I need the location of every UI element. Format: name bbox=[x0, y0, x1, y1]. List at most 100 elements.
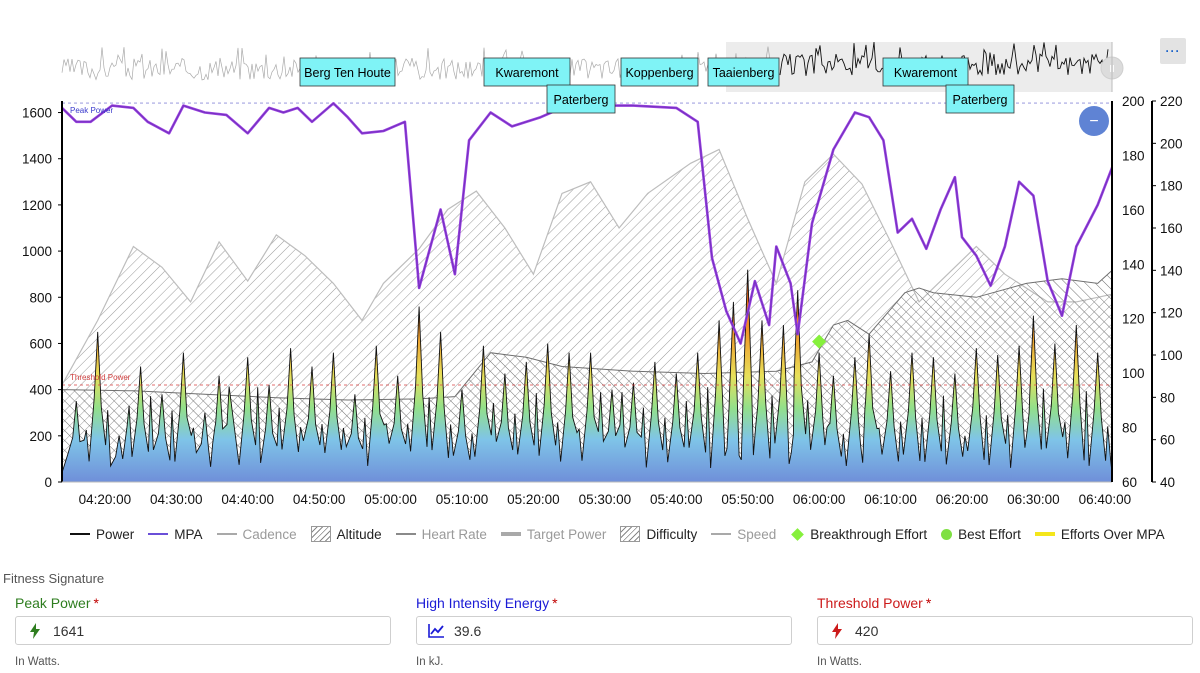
segment-label-2[interactable]: Kwaremont bbox=[483, 57, 571, 87]
legend-item-speed[interactable]: Speed bbox=[711, 527, 776, 542]
legend-line-swatch bbox=[148, 533, 169, 535]
breakthrough-effort-diamond[interactable] bbox=[812, 334, 827, 349]
power-line bbox=[62, 269, 1112, 473]
legend-bar-swatch bbox=[1034, 532, 1055, 536]
segment-label-text: Kwaremont bbox=[495, 66, 559, 80]
legend-item-breakthrough-effort[interactable]: Breakthrough Effort bbox=[790, 527, 927, 542]
high-intensity-energy-input[interactable]: 39.6 bbox=[416, 616, 792, 645]
dot-icon bbox=[941, 528, 953, 540]
peak-power-label: Peak Power * bbox=[15, 595, 391, 612]
segment-label-5[interactable]: Taaienberg bbox=[707, 57, 780, 87]
legend-label: Speed bbox=[737, 526, 777, 542]
legend-label: Target Power bbox=[526, 526, 607, 542]
high-intensity-energy-label: High Intensity Energy * bbox=[416, 595, 792, 612]
segment-label-4[interactable]: Koppenberg bbox=[620, 57, 699, 87]
bolt-icon bbox=[828, 622, 846, 640]
right-2-tick-label: 140 bbox=[1160, 263, 1183, 278]
x-tick-label: 06:30:00 bbox=[1007, 492, 1060, 507]
required-mark: * bbox=[552, 595, 558, 611]
left-tick-label: 1400 bbox=[22, 152, 52, 167]
x-tick-label: 06:10:00 bbox=[864, 492, 917, 507]
breakthrough-effort-marker[interactable] bbox=[812, 334, 827, 349]
right-axis-2-ticks: 40 60 80 100 120 140 160 180 200 220 bbox=[1152, 94, 1183, 490]
threshold-power-field: Threshold Power * 420 In Watts. bbox=[817, 595, 1193, 668]
required-mark: * bbox=[925, 595, 932, 611]
legend-item-power[interactable]: Power bbox=[70, 527, 134, 542]
legend-item-cadence[interactable]: Cadence bbox=[216, 526, 297, 542]
legend-label: Power bbox=[96, 526, 135, 542]
x-tick-label: 05:10:00 bbox=[436, 492, 489, 507]
legend-item-target-power[interactable]: Target Power bbox=[500, 526, 607, 542]
segment-label-text: Paterberg bbox=[953, 93, 1008, 107]
x-tick-label: 05:50:00 bbox=[721, 492, 774, 507]
segment-box bbox=[707, 57, 780, 87]
segment-box bbox=[546, 84, 616, 114]
segment-label-text: Koppenberg bbox=[625, 66, 693, 80]
x-axis-ticks: 04:20:00 04:30:00 04:40:00 04:50:00 05:00:00… bbox=[79, 492, 1132, 507]
left-axis-ticks: 0 200 400 600 800 1000 1200 1400 1600 bbox=[22, 106, 62, 490]
x-tick-label: 04:50:00 bbox=[293, 492, 346, 507]
peak-power-help: In Watts. bbox=[15, 656, 60, 668]
legend-line-swatch bbox=[70, 533, 90, 535]
fitness-signature-title: Fitness Signature bbox=[3, 571, 105, 586]
right-axis-1-ticks: 60 80 100 120 140 160 180 200 bbox=[1122, 94, 1145, 490]
legend-item-mpa[interactable]: MPA bbox=[148, 527, 203, 542]
segment-label-text: Kwaremont bbox=[894, 66, 958, 80]
peak-power-input[interactable]: 1641 bbox=[15, 616, 391, 645]
right-1-tick-label: 160 bbox=[1122, 203, 1145, 218]
power-area bbox=[62, 269, 1112, 482]
legend-label: Altitude bbox=[336, 526, 382, 542]
segment-label-6[interactable]: Kwaremont bbox=[882, 57, 969, 87]
high-intensity-energy-field: High Intensity Energy * 39.6 In kJ. bbox=[416, 595, 792, 668]
legend-hatch-swatch bbox=[310, 526, 331, 542]
legend-label: Breakthrough Effort bbox=[810, 526, 928, 542]
legend-label: Best Effort bbox=[958, 526, 1021, 542]
segment-label-7[interactable]: Paterberg bbox=[945, 84, 1015, 114]
more-options-button[interactable]: ··· bbox=[1160, 38, 1186, 64]
left-tick-label: 600 bbox=[29, 336, 52, 351]
threshold-power-label: Threshold Power * bbox=[817, 595, 1193, 612]
peak-power-field: Peak Power * 1641 In Watts. bbox=[15, 595, 391, 668]
power-chart[interactable]: II Peak Power Threshold Power 0200400600… bbox=[0, 0, 1200, 520]
legend-item-best-effort[interactable]: Best Effort bbox=[941, 527, 1021, 542]
right-1-tick-label: 80 bbox=[1122, 421, 1137, 436]
high-intensity-energy-value[interactable]: 39.6 bbox=[454, 622, 482, 639]
x-tick-label: 05:20:00 bbox=[507, 492, 560, 507]
legend-item-efforts-over-mpa[interactable]: Efforts Over MPA bbox=[1034, 526, 1165, 542]
right-1-tick-label: 180 bbox=[1122, 148, 1145, 163]
mpa-line-shadow bbox=[62, 102, 1112, 344]
segment-labels: Berg Ten Houte Kwaremont Paterberg Koppenbe… bbox=[299, 57, 1015, 114]
legend-label: Heart Rate bbox=[421, 526, 487, 542]
right-1-tick-label: 200 bbox=[1122, 94, 1145, 109]
legend-item-altitude[interactable]: Altitude bbox=[310, 526, 382, 542]
segment-box bbox=[620, 57, 699, 87]
peak-power-value[interactable]: 1641 bbox=[53, 622, 85, 639]
legend-label: Cadence bbox=[242, 526, 297, 542]
left-tick-label: 0 bbox=[44, 475, 52, 490]
threshold-power-input[interactable]: 420 bbox=[817, 616, 1193, 645]
left-tick-label: 200 bbox=[29, 429, 52, 444]
segment-label-text: Berg Ten Houte bbox=[304, 66, 391, 80]
legend-item-difficulty[interactable]: Difficulty bbox=[620, 526, 697, 542]
segment-box bbox=[483, 57, 571, 87]
legend-label: Difficulty bbox=[646, 526, 698, 542]
left-tick-label: 1200 bbox=[22, 198, 52, 213]
legend-label: Efforts Over MPA bbox=[1060, 526, 1165, 542]
right-2-tick-label: 100 bbox=[1160, 348, 1183, 363]
legend-item-heart-rate[interactable]: Heart Rate bbox=[395, 526, 487, 542]
chart-legend: Power MPA Cadence Altitude Heart Rate Target … bbox=[70, 523, 1165, 545]
right-2-tick-label: 80 bbox=[1160, 390, 1175, 405]
right-2-tick-label: 40 bbox=[1160, 475, 1175, 490]
right-2-tick-label: 200 bbox=[1160, 136, 1183, 151]
segment-label-3[interactable]: Paterberg bbox=[546, 84, 616, 114]
segment-label-text: Paterberg bbox=[554, 93, 609, 107]
collapse-button[interactable]: − bbox=[1079, 106, 1109, 136]
x-tick-label: 05:00:00 bbox=[364, 492, 417, 507]
x-tick-label: 06:20:00 bbox=[936, 492, 989, 507]
x-tick-label: 04:20:00 bbox=[79, 492, 132, 507]
threshold-power-value[interactable]: 420 bbox=[855, 622, 879, 639]
segment-label-1[interactable]: Berg Ten Houte bbox=[299, 57, 396, 87]
threshold-power-label: Threshold Power bbox=[70, 373, 131, 382]
threshold-power-help: In Watts. bbox=[817, 656, 862, 668]
left-tick-label: 1000 bbox=[22, 244, 52, 259]
